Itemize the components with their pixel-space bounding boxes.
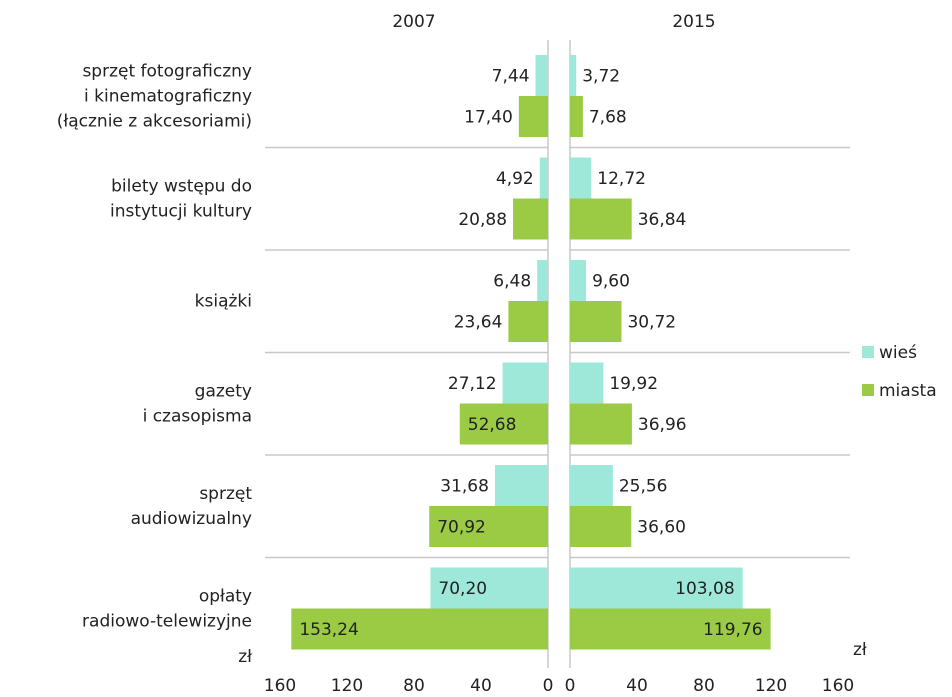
category-label: opłaty bbox=[199, 586, 252, 606]
category-label: książki bbox=[195, 291, 252, 311]
bar bbox=[570, 608, 771, 650]
panel-title: 2015 bbox=[672, 12, 715, 32]
bar bbox=[570, 198, 632, 240]
value-label: 70,20 bbox=[438, 579, 487, 599]
value-label: 31,68 bbox=[440, 477, 489, 497]
category-label: audiowizualny bbox=[131, 509, 252, 529]
x-tick-label: 120 bbox=[755, 676, 787, 696]
x-tick-label: 80 bbox=[693, 676, 715, 696]
value-label: 4,92 bbox=[496, 169, 534, 189]
category-label: i czasopisma bbox=[143, 406, 252, 426]
value-label: 52,68 bbox=[468, 415, 517, 435]
axis-unit: zł bbox=[853, 640, 867, 660]
x-tick-label: 40 bbox=[470, 676, 492, 696]
x-tick-label: 160 bbox=[822, 676, 854, 696]
panel-title: 2007 bbox=[392, 12, 435, 32]
bar bbox=[570, 260, 587, 301]
x-tick-label: 80 bbox=[403, 676, 425, 696]
category-label: sprzęt fotograficzny bbox=[82, 61, 252, 81]
value-label: 30,72 bbox=[627, 313, 676, 333]
category-label: i kinematograficzny bbox=[84, 86, 252, 106]
bar bbox=[570, 55, 577, 96]
value-label: 7,44 bbox=[492, 67, 530, 87]
category-label: (łącznie z akcesoriami) bbox=[57, 111, 252, 131]
value-label: 20,88 bbox=[458, 210, 507, 230]
bar bbox=[570, 567, 743, 609]
value-label: 25,56 bbox=[619, 477, 668, 497]
bar bbox=[459, 403, 548, 445]
value-label: 119,76 bbox=[703, 620, 762, 640]
value-label: 27,12 bbox=[448, 374, 497, 394]
value-label: 36,96 bbox=[638, 415, 687, 435]
category-label: sprzęt bbox=[199, 484, 252, 504]
value-label: 36,60 bbox=[637, 518, 686, 538]
value-label: 103,08 bbox=[675, 579, 734, 599]
bar bbox=[518, 96, 548, 137]
bar bbox=[570, 96, 583, 137]
bar bbox=[570, 506, 632, 547]
value-label: 36,84 bbox=[638, 210, 687, 230]
value-label: 23,64 bbox=[454, 313, 503, 333]
bar bbox=[570, 465, 613, 506]
value-label: 70,92 bbox=[437, 518, 486, 538]
bar bbox=[570, 403, 632, 445]
bar bbox=[539, 157, 548, 199]
bar bbox=[508, 301, 548, 342]
legend-swatch bbox=[862, 346, 874, 358]
bar bbox=[429, 506, 548, 547]
bar bbox=[570, 362, 604, 404]
axis-unit: zł bbox=[238, 647, 252, 667]
bar bbox=[537, 260, 548, 301]
category-label: radiowo-telewizyjne bbox=[82, 611, 252, 631]
legend-label: wieś bbox=[879, 343, 917, 363]
category-label: bilety wstępu do bbox=[111, 176, 252, 196]
legend-swatch bbox=[862, 384, 874, 396]
bar bbox=[570, 301, 622, 342]
x-tick-label: 160 bbox=[264, 676, 296, 696]
value-label: 12,72 bbox=[597, 169, 646, 189]
x-tick-label: 0 bbox=[565, 676, 576, 696]
value-label: 153,24 bbox=[299, 620, 358, 640]
category-label: gazety bbox=[195, 381, 252, 401]
value-label: 7,68 bbox=[589, 108, 627, 128]
value-label: 17,40 bbox=[464, 108, 513, 128]
x-tick-label: 120 bbox=[331, 676, 363, 696]
bar bbox=[494, 465, 548, 506]
value-label: 3,72 bbox=[582, 67, 620, 87]
x-tick-label: 40 bbox=[626, 676, 648, 696]
bar bbox=[513, 198, 548, 240]
category-label: instytucji kultury bbox=[110, 201, 252, 221]
value-label: 19,92 bbox=[609, 374, 658, 394]
x-tick-label: 0 bbox=[543, 676, 554, 696]
bar bbox=[570, 157, 592, 199]
bar bbox=[430, 567, 548, 609]
legend-label: miasta bbox=[879, 381, 937, 401]
bar bbox=[535, 55, 548, 96]
bar bbox=[502, 362, 548, 404]
value-label: 6,48 bbox=[493, 272, 531, 292]
value-label: 9,60 bbox=[592, 272, 630, 292]
bar bbox=[291, 608, 548, 650]
